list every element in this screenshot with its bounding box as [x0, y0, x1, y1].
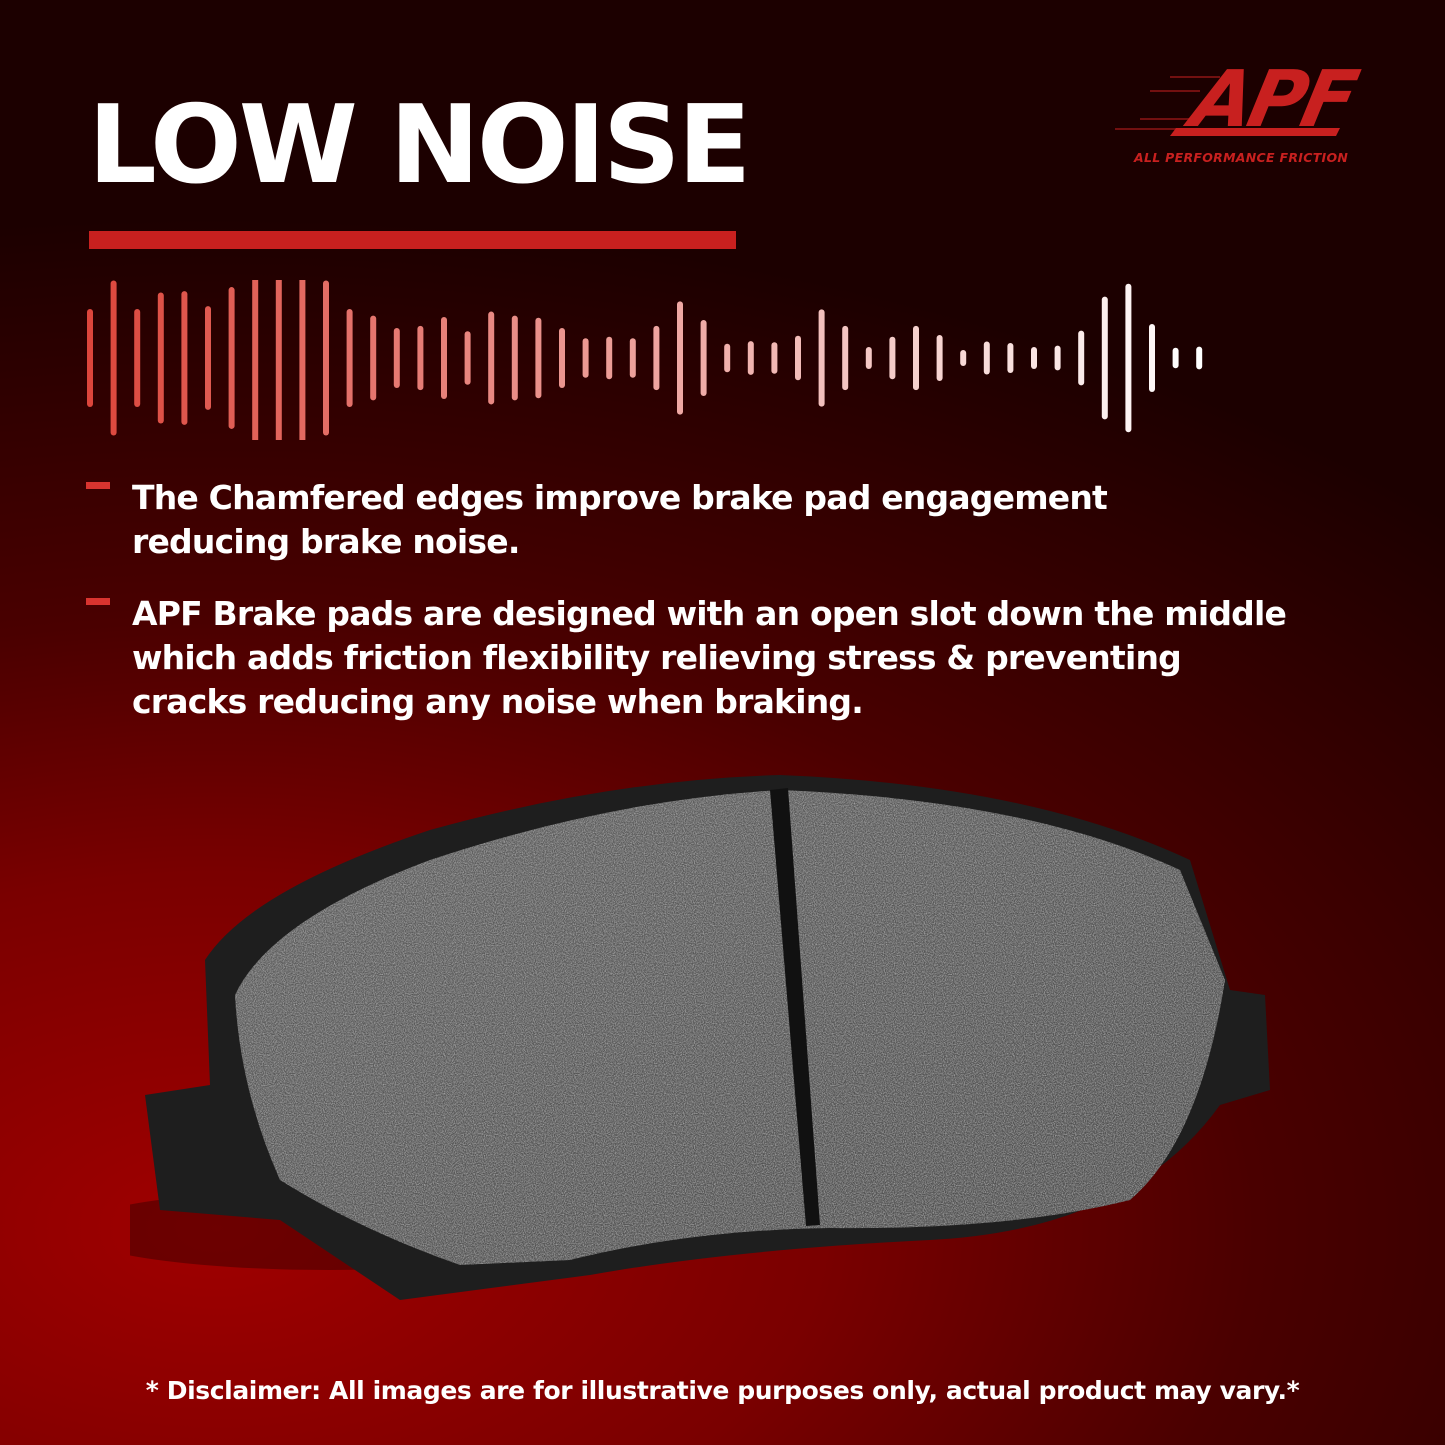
wave-bar [818, 309, 825, 407]
wave-bar [323, 280, 329, 436]
wave-bar [1007, 343, 1014, 373]
wave-bar [157, 292, 164, 424]
wave-bar [299, 280, 306, 440]
wave-bar [346, 309, 353, 407]
wave-bar [1196, 346, 1203, 370]
wave-bar [724, 343, 731, 373]
feature-bullet: The Chamfered edges improve brake pad en… [86, 476, 1386, 564]
wave-bar [393, 328, 400, 388]
wave-bar [228, 287, 235, 429]
bullet-text: APF Brake pads are designed with an open… [132, 594, 1287, 721]
wave-bar [1054, 345, 1061, 371]
wave-bar [535, 317, 542, 399]
wave-bar [1125, 283, 1132, 433]
bullet-text: The Chamfered edges improve brake pad en… [132, 478, 1108, 561]
wave-bar [1031, 347, 1037, 369]
dash-icon [86, 598, 110, 605]
wave-bar [606, 336, 613, 380]
wave-bar [464, 331, 471, 385]
wave-bar [134, 309, 141, 407]
wave-bar [582, 338, 589, 378]
wave-bar [275, 280, 282, 440]
apf-logo: APF [1115, 54, 1365, 145]
wave-bar [747, 341, 754, 375]
sound-wave-icon [87, 280, 1203, 440]
wave-bar [960, 349, 967, 367]
brake-pad-image [130, 775, 1270, 1300]
wave-bar [1149, 323, 1155, 393]
wave-bar [936, 334, 943, 382]
wave-bar [795, 335, 801, 381]
wave-bar [559, 328, 565, 388]
logo-text: APF [1178, 54, 1365, 145]
wave-bar [913, 325, 919, 391]
wave-bar [87, 309, 93, 407]
title-underline [89, 231, 736, 249]
wave-bar [110, 280, 117, 436]
wave-bar [677, 301, 683, 415]
wave-bar [1172, 347, 1179, 369]
wave-bar [1101, 296, 1108, 420]
wave-bar [865, 347, 872, 369]
wave-bar [700, 319, 707, 397]
wave-bar [511, 315, 518, 401]
wave-bar [1078, 330, 1085, 386]
wave-bar [771, 342, 778, 374]
wave-bar [181, 291, 188, 425]
wave-bar [983, 341, 990, 375]
wave-bar [370, 315, 377, 401]
wave-bar [441, 317, 447, 399]
dash-icon [86, 482, 110, 489]
feature-bullet: APF Brake pads are designed with an open… [86, 592, 1386, 724]
wave-bar [205, 306, 211, 410]
wave-bar [842, 325, 849, 391]
wave-bar [653, 325, 660, 391]
brand-tagline: ALL PERFORMANCE FRICTION [1134, 150, 1349, 165]
wave-bar [252, 280, 259, 440]
wave-bar [889, 336, 896, 380]
wave-bar [488, 311, 495, 405]
wave-bar [417, 325, 424, 391]
wave-bar [629, 338, 636, 378]
disclaimer: * Disclaimer: All images are for illustr… [145, 1376, 1300, 1405]
page-title: LOW NOISE [88, 83, 751, 208]
